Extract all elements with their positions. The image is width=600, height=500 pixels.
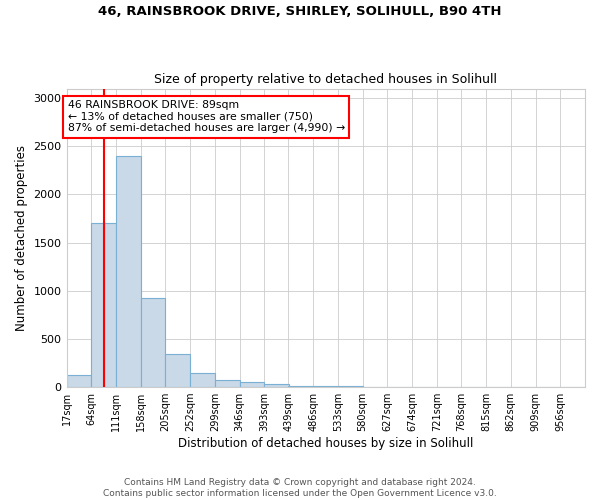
Text: 46, RAINSBROOK DRIVE, SHIRLEY, SOLIHULL, B90 4TH: 46, RAINSBROOK DRIVE, SHIRLEY, SOLIHULL,… — [98, 5, 502, 18]
Bar — [264, 384, 289, 387]
Bar — [67, 374, 91, 387]
Title: Size of property relative to detached houses in Solihull: Size of property relative to detached ho… — [154, 73, 497, 86]
Bar — [215, 380, 239, 387]
X-axis label: Distribution of detached houses by size in Solihull: Distribution of detached houses by size … — [178, 437, 473, 450]
Bar — [338, 386, 362, 387]
Bar — [140, 298, 166, 387]
Bar — [190, 373, 215, 387]
Bar — [313, 386, 338, 387]
Bar — [289, 386, 313, 387]
Text: 46 RAINSBROOK DRIVE: 89sqm
← 13% of detached houses are smaller (750)
87% of sem: 46 RAINSBROOK DRIVE: 89sqm ← 13% of deta… — [68, 100, 345, 134]
Bar — [239, 382, 264, 387]
Bar — [91, 224, 116, 387]
Text: Contains HM Land Registry data © Crown copyright and database right 2024.
Contai: Contains HM Land Registry data © Crown c… — [103, 478, 497, 498]
Bar — [166, 354, 190, 387]
Bar — [116, 156, 140, 387]
Y-axis label: Number of detached properties: Number of detached properties — [15, 145, 28, 331]
